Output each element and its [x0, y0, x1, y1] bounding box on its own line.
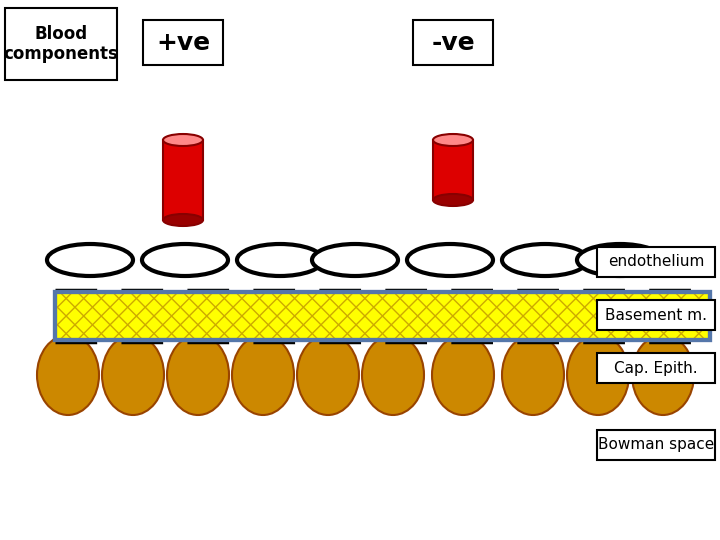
Text: Bowman space: Bowman space: [598, 437, 714, 453]
Text: Basement m.: Basement m.: [605, 307, 707, 322]
Ellipse shape: [163, 134, 203, 146]
Bar: [163, 140, 203, 220]
Ellipse shape: [163, 214, 203, 226]
Ellipse shape: [142, 244, 228, 276]
FancyBboxPatch shape: [5, 8, 117, 80]
Ellipse shape: [577, 244, 663, 276]
Ellipse shape: [237, 244, 323, 276]
Ellipse shape: [433, 134, 473, 146]
FancyBboxPatch shape: [143, 20, 223, 65]
Ellipse shape: [632, 335, 694, 415]
Bar: [55, 292, 710, 340]
FancyBboxPatch shape: [597, 300, 715, 330]
FancyBboxPatch shape: [413, 20, 493, 65]
FancyBboxPatch shape: [597, 247, 715, 277]
Ellipse shape: [502, 244, 588, 276]
Ellipse shape: [433, 194, 473, 206]
Ellipse shape: [232, 335, 294, 415]
Text: Blood
components: Blood components: [4, 25, 118, 63]
Text: Cap. Epith.: Cap. Epith.: [614, 361, 698, 375]
FancyBboxPatch shape: [597, 430, 715, 460]
Ellipse shape: [37, 335, 99, 415]
Ellipse shape: [502, 335, 564, 415]
Ellipse shape: [102, 335, 164, 415]
FancyBboxPatch shape: [597, 353, 715, 383]
Bar: [55, 292, 710, 340]
Ellipse shape: [312, 244, 398, 276]
Text: -ve: -ve: [431, 30, 474, 55]
Bar: [433, 140, 473, 200]
Ellipse shape: [167, 335, 229, 415]
Ellipse shape: [432, 335, 494, 415]
Ellipse shape: [407, 244, 493, 276]
Text: endothelium: endothelium: [608, 254, 704, 269]
Ellipse shape: [47, 244, 133, 276]
Ellipse shape: [297, 335, 359, 415]
Ellipse shape: [362, 335, 424, 415]
Ellipse shape: [567, 335, 629, 415]
Text: +ve: +ve: [156, 30, 210, 55]
